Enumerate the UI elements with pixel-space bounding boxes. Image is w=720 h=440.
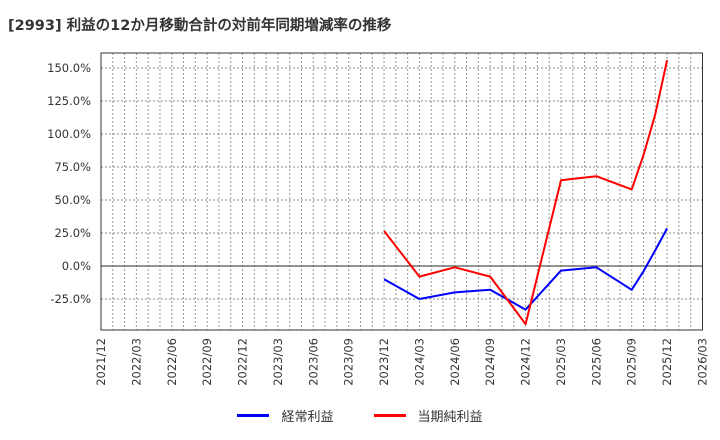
x-tick-label: 2026/03	[696, 338, 710, 386]
data-series	[383, 59, 669, 326]
legend-label: 経常利益	[281, 410, 334, 425]
series-net-profit-line	[383, 59, 669, 326]
x-tick-label: 2023/12	[377, 338, 391, 386]
y-tick-label: 25.0%	[54, 226, 91, 240]
x-tick-label: 2021/12	[94, 338, 108, 386]
x-tick-label: 2024/12	[519, 338, 533, 386]
legend: 経常利益 当期純利益	[0, 406, 720, 425]
x-tick-label: 2024/03	[412, 338, 426, 386]
y-tick-label: 0.0%	[62, 259, 91, 273]
x-tick-label: 2023/09	[342, 338, 356, 386]
chart-title: [2993] 利益の12か月移動合計の対前年同期増減率の推移	[8, 18, 392, 34]
y-tick-label: 125.0%	[47, 94, 91, 108]
x-tick-label: 2022/09	[200, 338, 214, 386]
y-tick-label: 150.0%	[47, 61, 91, 75]
legend-label: 当期純利益	[417, 410, 483, 425]
plot-frame	[100, 52, 703, 331]
x-tick-label: 2023/03	[271, 338, 285, 386]
x-tick-label: 2022/12	[236, 338, 250, 386]
x-tick-label: 2025/12	[660, 338, 674, 386]
y-axis-labels: 150.0% 125.0% 100.0% 75.0% 50.0% 25.0% 0.0% -25…	[47, 61, 91, 306]
y-tick-label: 100.0%	[47, 127, 91, 141]
x-tick-label: 2024/06	[448, 338, 462, 386]
legend-item-net-profit: 当期純利益	[373, 406, 483, 425]
x-tick-label: 2025/03	[554, 338, 568, 386]
x-tick-label: 2024/09	[483, 338, 497, 386]
x-tick-label: 2025/06	[589, 338, 603, 386]
y-tick-label: -25.0%	[50, 292, 91, 306]
grid-lines	[101, 53, 703, 330]
x-tick-label: 2022/06	[165, 338, 179, 386]
x-axis-labels: 2021/12 2022/03 2022/06 2022/09 2022/12 2023/…	[94, 338, 710, 386]
x-tick-label: 2022/03	[129, 338, 143, 386]
x-tick-label: 2023/06	[306, 338, 320, 386]
legend-swatch-red	[373, 414, 406, 417]
y-tick-label: 50.0%	[54, 193, 91, 207]
y-tick-label: 75.0%	[54, 160, 91, 174]
legend-swatch-blue	[237, 414, 270, 417]
series-ordinary-profit-line	[383, 227, 668, 311]
legend-item-ordinary-profit: 経常利益	[237, 406, 334, 425]
x-tick-label: 2025/09	[625, 338, 639, 386]
